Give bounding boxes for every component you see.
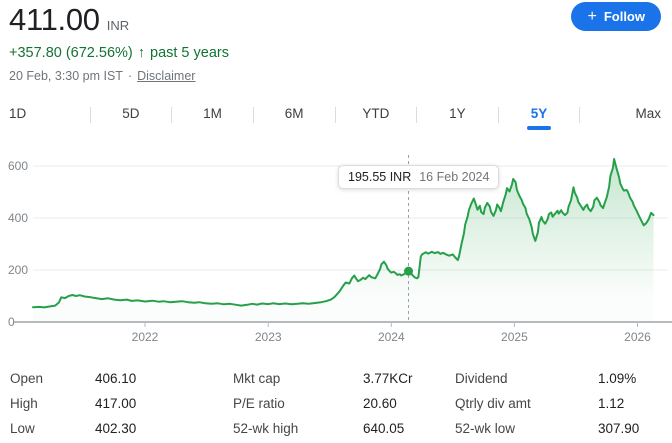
stat-label: Qtrly div amt bbox=[455, 396, 531, 411]
tab-divider bbox=[579, 106, 581, 123]
highlight-dot bbox=[404, 266, 414, 276]
tab-5y[interactable]: 5Y bbox=[499, 99, 580, 130]
stat-value: 1.12 bbox=[598, 396, 625, 411]
price-chart[interactable]: 0 200 400 600 2022 2023 2024 2025 2026 bbox=[0, 140, 672, 350]
stat-value: 406.10 bbox=[95, 371, 137, 386]
stats-column-2: Mkt cap 3.77KCr P/E ratio 20.60 52-wk hi… bbox=[233, 366, 448, 441]
stat-pe-ratio: P/E ratio 20.60 bbox=[233, 391, 448, 416]
tab-ytd[interactable]: YTD bbox=[362, 106, 390, 121]
stat-value: 402.30 bbox=[95, 421, 137, 436]
svg-text:2023: 2023 bbox=[255, 330, 282, 344]
stat-qtrly-div: Qtrly div amt 1.12 bbox=[455, 391, 665, 416]
stat-value: 640.05 bbox=[363, 421, 405, 436]
stat-value: 417.00 bbox=[95, 396, 137, 411]
stat-open: Open 406.10 bbox=[10, 366, 225, 391]
tab-divider bbox=[334, 106, 336, 123]
stat-label: High bbox=[10, 396, 38, 411]
follow-button-label: Follow bbox=[603, 9, 645, 24]
price-area-fill bbox=[33, 159, 654, 322]
change-amount: +357.80 (672.56%) bbox=[9, 45, 133, 61]
svg-text:2026: 2026 bbox=[624, 330, 651, 344]
range-tab-bar: 1D 5D 1M 6M YTD 1Y 5Y Max bbox=[0, 99, 672, 130]
tab-divider bbox=[171, 106, 173, 123]
tab-max[interactable]: Max bbox=[635, 106, 661, 121]
tab-6m[interactable]: 6M bbox=[284, 106, 304, 121]
meta-separator: · bbox=[127, 69, 133, 83]
svg-text:2022: 2022 bbox=[132, 330, 159, 344]
chart-tooltip: 195.55 INR 16 Feb 2024 bbox=[338, 165, 500, 189]
stat-label: Mkt cap bbox=[233, 371, 281, 386]
stat-label: Low bbox=[10, 421, 35, 436]
stat-dividend: Dividend 1.09% bbox=[455, 366, 665, 391]
price-header: 411.00 INR bbox=[9, 2, 129, 38]
currency-code: INR bbox=[106, 18, 130, 33]
up-arrow-icon: ↑ bbox=[137, 45, 145, 61]
disclaimer-link[interactable]: Disclaimer bbox=[137, 69, 196, 83]
tooltip-date: 16 Feb 2024 bbox=[419, 170, 490, 184]
svg-text:0: 0 bbox=[8, 315, 15, 329]
stat-52wk-low: 52-wk low 307.90 bbox=[455, 416, 665, 441]
stat-mkt-cap: Mkt cap 3.77KCr bbox=[233, 366, 448, 391]
stat-value: 20.60 bbox=[363, 396, 397, 411]
tab-divider bbox=[252, 106, 254, 123]
stat-label: 52-wk high bbox=[233, 421, 299, 436]
stats-column-1: Open 406.10 High 417.00 Low 402.30 bbox=[10, 366, 225, 441]
tab-1d[interactable]: 1D bbox=[9, 106, 27, 121]
x-axis: 2022 2023 2024 2025 2026 bbox=[132, 322, 651, 344]
svg-text:200: 200 bbox=[8, 263, 28, 277]
stat-low: Low 402.30 bbox=[10, 416, 225, 441]
quote-timestamp: 20 Feb, 3:30 pm IST bbox=[9, 69, 123, 83]
stat-value: 3.77KCr bbox=[363, 371, 413, 386]
stat-label: 52-wk low bbox=[455, 421, 516, 436]
tooltip-price: 195.55 INR bbox=[348, 170, 412, 184]
current-price: 411.00 bbox=[9, 2, 100, 37]
svg-text:600: 600 bbox=[8, 159, 28, 173]
plus-icon: + bbox=[587, 7, 597, 25]
stat-label: P/E ratio bbox=[233, 396, 285, 411]
svg-text:400: 400 bbox=[8, 211, 28, 225]
stats-column-3: Dividend 1.09% Qtrly div amt 1.12 52-wk … bbox=[455, 366, 665, 441]
price-line bbox=[32, 158, 655, 309]
follow-button[interactable]: + Follow bbox=[571, 2, 661, 31]
tab-divider bbox=[416, 106, 418, 123]
price-change: +357.80 (672.56%) ↑ past 5 years bbox=[9, 45, 229, 61]
svg-text:2025: 2025 bbox=[501, 330, 528, 344]
change-period: past 5 years bbox=[150, 45, 229, 61]
svg-text:2024: 2024 bbox=[378, 330, 405, 344]
stat-52wk-high: 52-wk high 640.05 bbox=[233, 416, 448, 441]
stat-label: Open bbox=[10, 371, 44, 386]
tab-divider bbox=[89, 106, 91, 123]
key-stats: Open 406.10 High 417.00 Low 402.30 Mkt c… bbox=[0, 366, 672, 441]
stat-value: 1.09% bbox=[598, 371, 637, 386]
stat-label: Dividend bbox=[455, 371, 508, 386]
tab-1m[interactable]: 1M bbox=[203, 106, 222, 121]
stat-high: High 417.00 bbox=[10, 391, 225, 416]
quote-meta: 20 Feb, 3:30 pm IST · Disclaimer bbox=[9, 69, 195, 83]
tab-1y[interactable]: 1Y bbox=[449, 106, 466, 121]
tab-5d[interactable]: 5D bbox=[122, 106, 140, 121]
stat-value: 307.90 bbox=[598, 421, 640, 436]
